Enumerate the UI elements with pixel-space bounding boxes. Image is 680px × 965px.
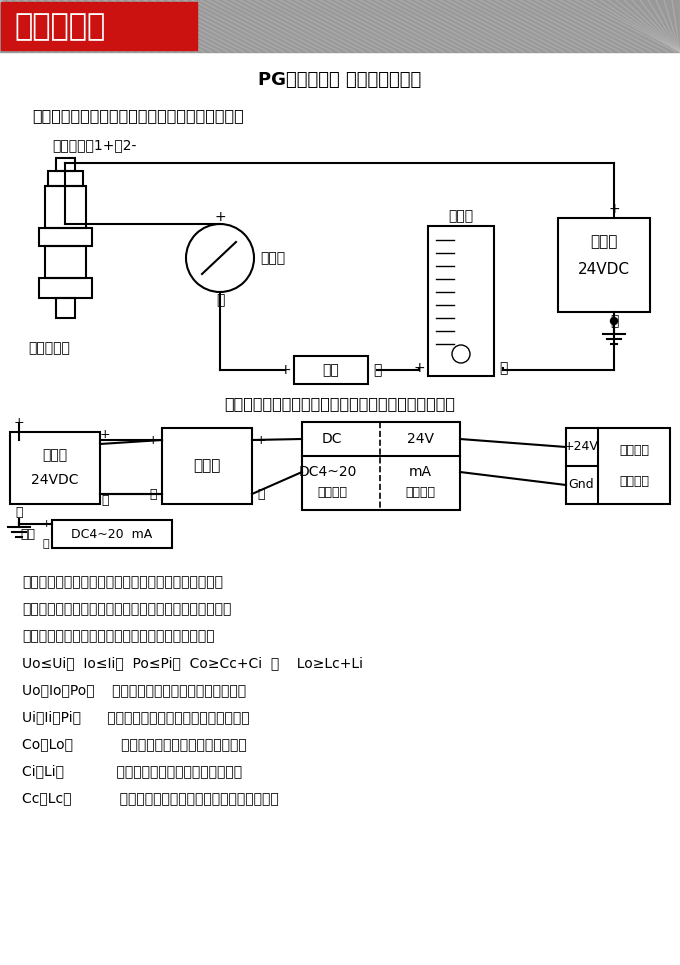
Text: +: +: [100, 427, 110, 440]
Text: mA: mA: [409, 465, 432, 479]
Text: －: －: [216, 293, 224, 307]
Text: +: +: [608, 202, 619, 216]
Bar: [39, 228, 92, 246]
Bar: [52, 520, 172, 548]
Bar: [294, 356, 368, 384]
Bar: [162, 428, 252, 504]
Text: DC: DC: [322, 432, 342, 446]
Text: 一、非本安防爆型压力变送器可以用稳压电源供电: 一、非本安防爆型压力变送器可以用稳压电源供电: [32, 108, 243, 124]
Text: 电　源
24VDC: 电 源 24VDC: [31, 449, 79, 487]
Bar: [428, 226, 494, 376]
Text: －: －: [610, 314, 618, 328]
Bar: [10, 432, 100, 504]
Text: +: +: [41, 519, 51, 529]
Text: 负载: 负载: [322, 363, 339, 377]
Text: +: +: [413, 361, 425, 375]
Text: －: －: [43, 539, 50, 549]
Text: Gnd: Gnd: [568, 479, 594, 491]
Text: +: +: [148, 433, 158, 447]
Text: －: －: [499, 361, 507, 375]
Text: 电　源
24VDC: 电 源 24VDC: [578, 234, 630, 277]
Bar: [558, 218, 650, 312]
Bar: [302, 422, 460, 510]
Circle shape: [611, 317, 617, 324]
Text: －: －: [149, 487, 157, 501]
Text: +: +: [214, 210, 226, 224]
Bar: [0, 0, 680, 52]
Text: 输出: 输出: [20, 528, 35, 540]
Bar: [39, 278, 92, 298]
Text: PG压力变送器 现场连接示意图: PG压力变送器 现场连接示意图: [258, 71, 422, 89]
Text: －: －: [15, 507, 22, 519]
Text: 24V: 24V: [407, 432, 434, 446]
Bar: [56, 298, 75, 318]
Text: Cc、Lc：           两者之间连接电缆允许总的分布电容和电感: Cc、Lc： 两者之间连接电缆允许总的分布电容和电感: [22, 791, 279, 805]
Text: +: +: [14, 417, 24, 429]
Text: +: +: [256, 433, 267, 447]
Text: 安全栅: 安全栅: [193, 458, 221, 474]
Text: 压力变送器: 压力变送器: [28, 341, 70, 355]
Bar: [45, 246, 86, 278]
Text: 安全场所: 安全场所: [317, 485, 347, 499]
Bar: [566, 428, 670, 504]
Text: 所配用安全栅参数必须符合本安系统参数匹配原则：: 所配用安全栅参数必须符合本安系统参数匹配原则：: [22, 629, 215, 643]
Text: 二、本安防爆型压力变送建议使用安全栅供电、见上图: 二、本安防爆型压力变送建议使用安全栅供电、见上图: [224, 397, 456, 411]
Bar: [1, 2, 197, 50]
Text: 进行、安全栅防爆标志必须不低于压力变送器防爆标志。: 进行、安全栅防爆标志必须不低于压力变送器防爆标志。: [22, 602, 231, 616]
Text: Uo≤Ui、  Io≤Ii、  Po≤Pi、  Co≥Cc+Ci  和    Lo≥Lc+Li: Uo≤Ui、 Io≤Ii、 Po≤Pi、 Co≥Cc+Ci 和 Lo≥Lc+Li: [22, 656, 363, 670]
Bar: [45, 186, 86, 228]
Text: 安装示意图: 安装示意图: [14, 13, 105, 41]
Text: －: －: [257, 487, 265, 501]
Bar: [48, 171, 83, 186]
Text: 指示仪: 指示仪: [448, 209, 473, 223]
Text: 力变送器: 力变送器: [619, 475, 649, 487]
Text: 本安型压: 本安型压: [619, 444, 649, 457]
Text: Uo、Io、Po：    安全栅的最大输出电压、电流和功率: Uo、Io、Po： 安全栅的最大输出电压、电流和功率: [22, 683, 246, 697]
Text: 危险场所: 危险场所: [405, 485, 435, 499]
Text: －: －: [373, 363, 381, 377]
Text: Ui、Ii、Pi：      压力变送器最大输入电压、电流和功率: Ui、Ii、Pi： 压力变送器最大输入电压、电流和功率: [22, 710, 250, 724]
Bar: [56, 158, 75, 171]
Text: +: +: [279, 363, 291, 377]
Text: 安全栅须取得防爆合格证，使用时应按其说明书的要求: 安全栅须取得防爆合格证，使用时应按其说明书的要求: [22, 575, 223, 589]
Text: 赫斯曼接头1+、2-: 赫斯曼接头1+、2-: [52, 138, 137, 152]
Text: DC4~20: DC4~20: [299, 465, 357, 479]
Text: Co、Lo：           安全栅允许的最大外部电容和电感: Co、Lo： 安全栅允许的最大外部电容和电感: [22, 737, 247, 751]
Text: +24V: +24V: [564, 440, 598, 454]
Text: 电流表: 电流表: [260, 251, 285, 265]
Text: DC4~20  mA: DC4~20 mA: [71, 528, 152, 540]
Text: Ci、Li：            压力变送器的最大外部电容和电感: Ci、Li： 压力变送器的最大外部电容和电感: [22, 764, 242, 778]
Text: －: －: [101, 493, 109, 507]
